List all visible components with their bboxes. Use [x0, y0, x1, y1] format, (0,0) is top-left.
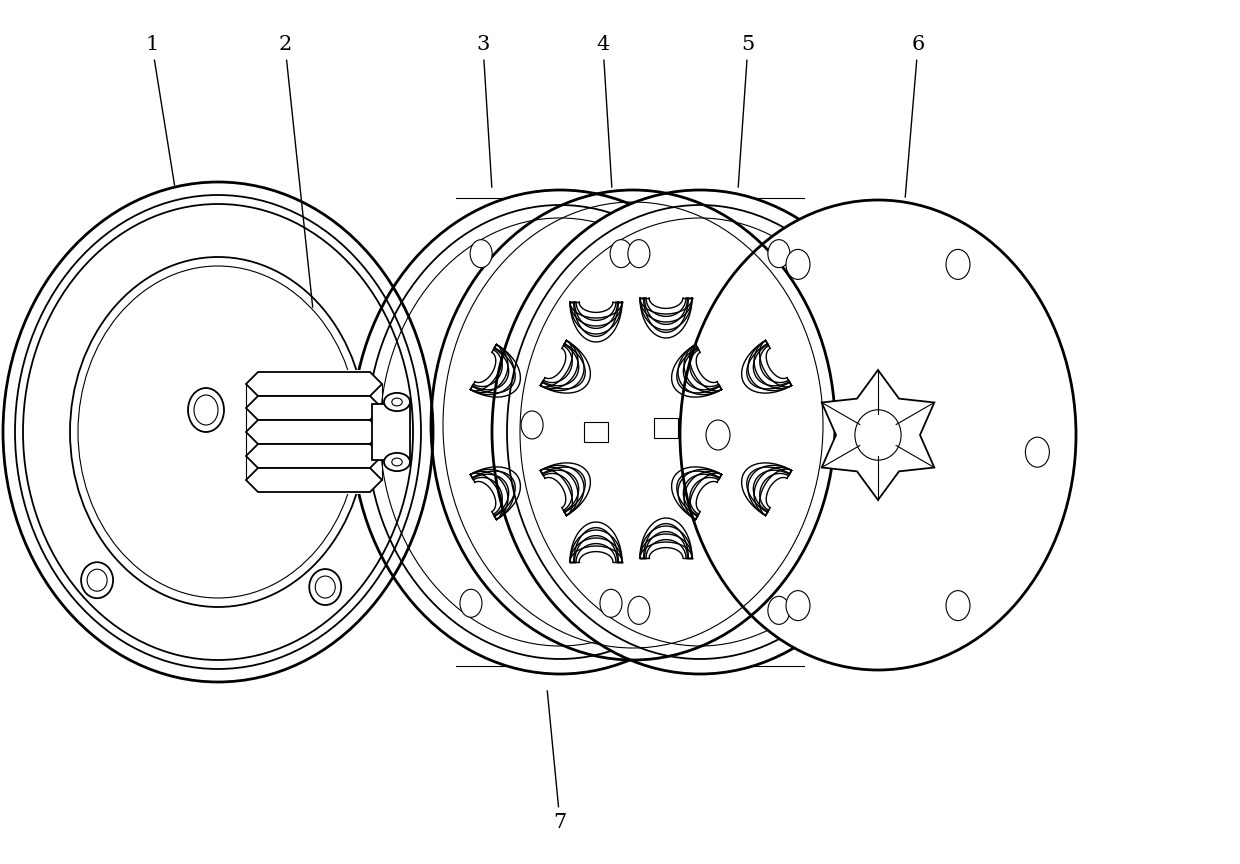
Ellipse shape: [946, 591, 970, 620]
Ellipse shape: [392, 458, 402, 466]
Polygon shape: [246, 468, 382, 492]
Ellipse shape: [384, 453, 410, 471]
Ellipse shape: [381, 411, 403, 439]
Ellipse shape: [946, 250, 970, 279]
Polygon shape: [653, 418, 678, 438]
Ellipse shape: [315, 576, 335, 598]
Ellipse shape: [193, 395, 218, 425]
Ellipse shape: [81, 562, 113, 598]
Ellipse shape: [627, 239, 650, 268]
Ellipse shape: [460, 589, 482, 617]
Text: 3: 3: [476, 35, 492, 187]
Polygon shape: [255, 370, 372, 494]
Polygon shape: [372, 404, 410, 460]
Ellipse shape: [786, 591, 810, 620]
Ellipse shape: [610, 239, 632, 268]
Ellipse shape: [309, 569, 341, 605]
Text: 6: 6: [905, 35, 925, 197]
Ellipse shape: [854, 410, 901, 461]
Ellipse shape: [680, 200, 1076, 670]
Polygon shape: [246, 420, 382, 444]
Ellipse shape: [768, 596, 790, 625]
Ellipse shape: [768, 239, 790, 268]
Text: 7: 7: [547, 690, 567, 831]
Text: 5: 5: [738, 35, 755, 187]
Ellipse shape: [627, 596, 650, 625]
Ellipse shape: [384, 393, 410, 411]
Polygon shape: [822, 370, 934, 500]
Text: 1: 1: [145, 35, 175, 185]
Ellipse shape: [600, 589, 622, 617]
Ellipse shape: [786, 250, 810, 279]
Ellipse shape: [87, 569, 107, 591]
Ellipse shape: [1025, 437, 1049, 467]
Text: 4: 4: [596, 35, 611, 187]
Ellipse shape: [2, 182, 433, 682]
Ellipse shape: [492, 190, 908, 674]
Ellipse shape: [188, 388, 224, 432]
Ellipse shape: [352, 190, 768, 674]
Polygon shape: [584, 422, 608, 442]
Ellipse shape: [470, 239, 492, 268]
Ellipse shape: [392, 398, 402, 406]
Ellipse shape: [521, 411, 543, 439]
Polygon shape: [246, 372, 382, 396]
Polygon shape: [246, 396, 382, 420]
Polygon shape: [246, 444, 382, 468]
Ellipse shape: [706, 420, 730, 450]
Text: 2: 2: [278, 35, 312, 308]
